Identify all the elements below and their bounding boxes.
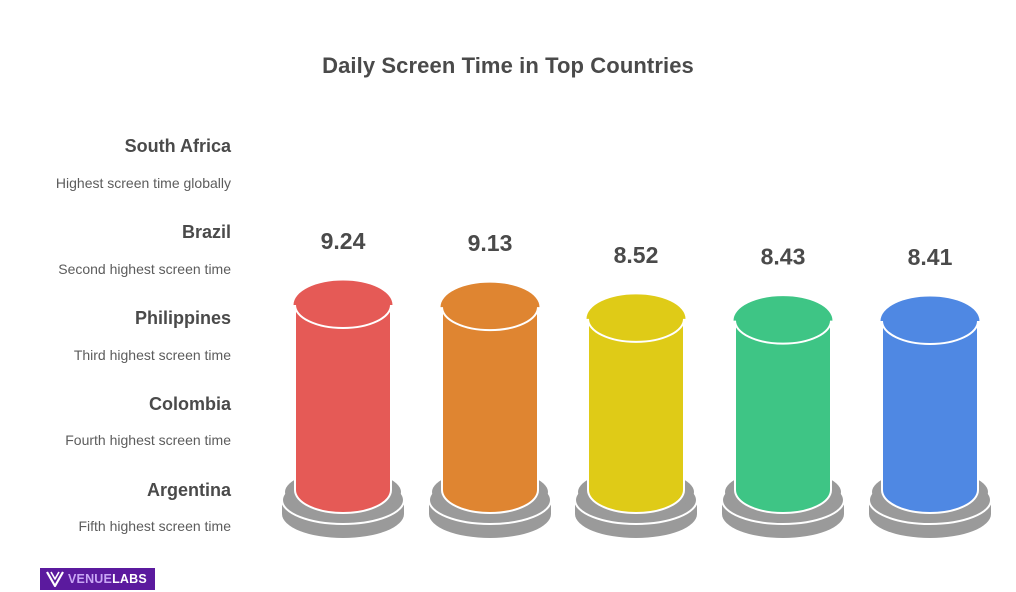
bar-value-label: 9.13 bbox=[468, 230, 513, 256]
legend-country-label: South Africa bbox=[124, 136, 231, 156]
cylinder-bar: 9.13 bbox=[428, 230, 552, 538]
logo-v-icon bbox=[46, 571, 64, 587]
legend-description: Second highest screen time bbox=[58, 261, 231, 277]
legend-country-label: Brazil bbox=[181, 222, 231, 242]
cylinder-bar: 8.41 bbox=[868, 244, 992, 538]
legend-description: Third highest screen time bbox=[73, 347, 231, 363]
cylinder-bar: 8.43 bbox=[721, 244, 845, 538]
bar-value-label: 9.24 bbox=[321, 228, 366, 254]
bar-value-label: 8.52 bbox=[614, 242, 659, 268]
bar-value-label: 8.41 bbox=[908, 244, 953, 270]
cylinder-bar: 8.52 bbox=[574, 242, 698, 538]
logo-wordmark: VENUELABS bbox=[68, 572, 147, 586]
venuelabs-logo: VENUELABS bbox=[40, 568, 155, 590]
legend-country-label: Philippines bbox=[134, 308, 231, 328]
chart-title: Daily Screen Time in Top Countries bbox=[322, 53, 694, 78]
logo-text-labs: LABS bbox=[112, 572, 147, 586]
bar-value-label: 8.43 bbox=[761, 244, 806, 270]
legend-country-label: Argentina bbox=[146, 480, 231, 500]
legend-country-label: Colombia bbox=[148, 394, 231, 414]
logo-text-venue: VENUE bbox=[68, 572, 113, 586]
legend-description: Highest screen time globally bbox=[55, 175, 231, 191]
cylinder-bar: 9.24 bbox=[281, 228, 405, 538]
legend-description: Fifth highest screen time bbox=[78, 518, 231, 534]
legend-description: Fourth highest screen time bbox=[65, 432, 231, 448]
